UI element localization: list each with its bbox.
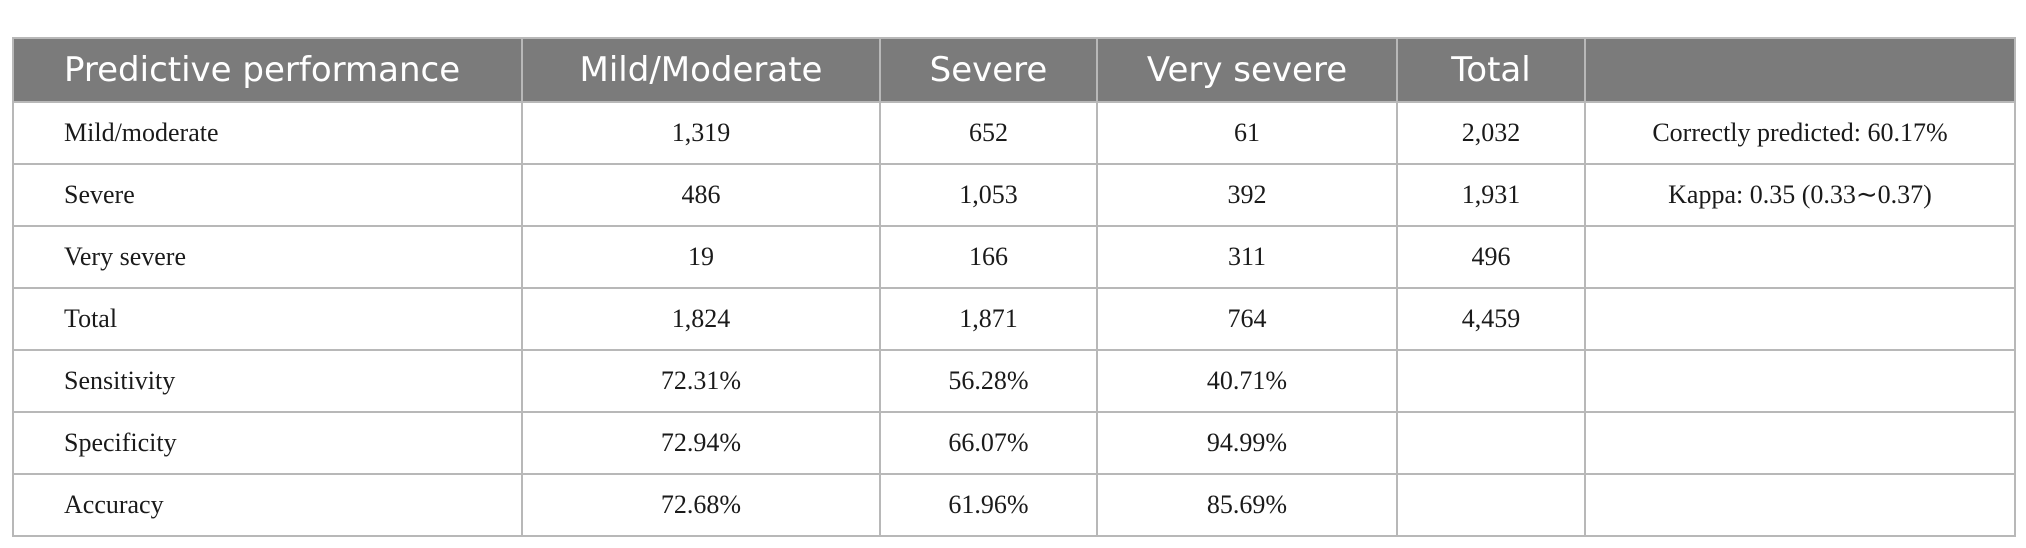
- row-label: Mild/moderate: [12, 101, 523, 165]
- table-cell: 61.96%: [879, 473, 1098, 537]
- row-label: Sensitivity: [12, 349, 523, 413]
- table-cell: 311: [1096, 225, 1398, 289]
- table-cell: 19: [521, 225, 881, 289]
- table-row: Sensitivity 72.31% 56.28% 40.71%: [12, 349, 2016, 413]
- table-row: Total 1,824 1,871 764 4,459: [12, 287, 2016, 351]
- table-cell: 66.07%: [879, 411, 1098, 475]
- table-cell: 1,824: [521, 287, 881, 351]
- table-cell: 166: [879, 225, 1098, 289]
- table-cell: 392: [1096, 163, 1398, 227]
- table-cell: 2,032: [1396, 101, 1586, 165]
- table-cell: [1396, 411, 1586, 475]
- table-cell-note: [1584, 349, 2016, 413]
- table-cell: 1,871: [879, 287, 1098, 351]
- table-cell: 72.94%: [521, 411, 881, 475]
- table-cell: 85.69%: [1096, 473, 1398, 537]
- header-cell-total: Total: [1396, 37, 1586, 103]
- table-cell: [1396, 473, 1586, 537]
- header-cell-notes: [1584, 37, 2016, 103]
- table-cell: 56.28%: [879, 349, 1098, 413]
- table-cell: [1396, 349, 1586, 413]
- table-row: Severe 486 1,053 392 1,931 Kappa: 0.35 (…: [12, 163, 2016, 227]
- header-row: Predictive performance Mild/Moderate Sev…: [12, 37, 2016, 103]
- table-cell: 72.31%: [521, 349, 881, 413]
- table-row: Specificity 72.94% 66.07% 94.99%: [12, 411, 2016, 475]
- table-cell: 1,931: [1396, 163, 1586, 227]
- predictive-performance-table-container: Predictive performance Mild/Moderate Sev…: [12, 37, 2016, 537]
- row-label: Total: [12, 287, 523, 351]
- table-cell: 1,319: [521, 101, 881, 165]
- header-cell-mild-moderate: Mild/Moderate: [521, 37, 881, 103]
- table-cell: 1,053: [879, 163, 1098, 227]
- table-cell: 94.99%: [1096, 411, 1398, 475]
- table-cell: 496: [1396, 225, 1586, 289]
- row-label: Severe: [12, 163, 523, 227]
- header-cell-predictive-performance: Predictive performance: [12, 37, 523, 103]
- table-cell-note: Correctly predicted: 60.17%: [1584, 101, 2016, 165]
- table-cell: 4,459: [1396, 287, 1586, 351]
- header-cell-very-severe: Very severe: [1096, 37, 1398, 103]
- table-body: Mild/moderate 1,319 652 61 2,032 Correct…: [12, 101, 2016, 537]
- table-row: Mild/moderate 1,319 652 61 2,032 Correct…: [12, 101, 2016, 165]
- header-cell-severe: Severe: [879, 37, 1098, 103]
- row-label: Accuracy: [12, 473, 523, 537]
- table-cell: 764: [1096, 287, 1398, 351]
- row-label: Specificity: [12, 411, 523, 475]
- table-cell: 652: [879, 101, 1098, 165]
- table-row: Accuracy 72.68% 61.96% 85.69%: [12, 473, 2016, 537]
- table-cell-note: [1584, 287, 2016, 351]
- table-cell-note: [1584, 225, 2016, 289]
- table-cell-note: Kappa: 0.35 (0.33∼0.37): [1584, 163, 2016, 227]
- table-cell-note: [1584, 411, 2016, 475]
- table-cell: 61: [1096, 101, 1398, 165]
- table-cell: 72.68%: [521, 473, 881, 537]
- table-cell: 486: [521, 163, 881, 227]
- table-cell: 40.71%: [1096, 349, 1398, 413]
- table-header: Predictive performance Mild/Moderate Sev…: [12, 37, 2016, 103]
- row-label: Very severe: [12, 225, 523, 289]
- predictive-performance-table: Predictive performance Mild/Moderate Sev…: [12, 37, 2016, 537]
- table-row: Very severe 19 166 311 496: [12, 225, 2016, 289]
- table-cell-note: [1584, 473, 2016, 537]
